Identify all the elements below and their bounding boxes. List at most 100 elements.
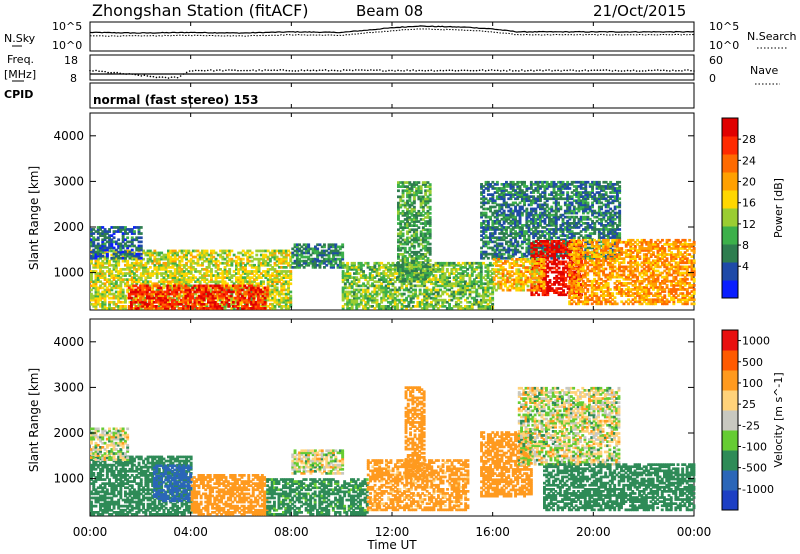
heat-cell bbox=[185, 249, 188, 253]
heat-cell bbox=[408, 205, 412, 209]
heat-cell bbox=[389, 302, 393, 306]
heat-cell bbox=[418, 305, 422, 308]
heat-cell bbox=[399, 222, 403, 225]
heat-cell bbox=[480, 205, 483, 209]
heat-cell bbox=[525, 211, 529, 215]
heat-cell bbox=[424, 222, 428, 225]
heat-cell bbox=[498, 189, 502, 192]
heat-cell bbox=[275, 278, 279, 281]
heat-cell bbox=[397, 207, 400, 211]
heat-cell bbox=[516, 193, 520, 196]
nave-point bbox=[382, 70, 384, 72]
heat-cell bbox=[155, 266, 159, 269]
heat-cell bbox=[187, 284, 191, 288]
nave-point bbox=[623, 70, 626, 72]
heat-cell bbox=[173, 249, 177, 253]
heat-cell bbox=[211, 300, 215, 304]
heat-cell bbox=[210, 253, 213, 257]
heat-cell bbox=[289, 300, 293, 304]
heat-cell bbox=[259, 261, 263, 265]
heat-cell bbox=[428, 216, 432, 219]
heat-cell bbox=[498, 250, 502, 254]
heat-cell bbox=[350, 290, 354, 294]
heat-cell bbox=[357, 272, 361, 275]
noise-strip-frame bbox=[89, 21, 695, 52]
heat-cell bbox=[412, 228, 416, 232]
heat-cell bbox=[366, 298, 370, 302]
heat-cell bbox=[108, 240, 111, 244]
heat-cell bbox=[110, 253, 114, 257]
heat-cell bbox=[406, 238, 409, 242]
heat-cell bbox=[359, 292, 363, 296]
heat-cell bbox=[387, 280, 390, 284]
heat-cell bbox=[216, 272, 220, 275]
heat-cell bbox=[271, 280, 275, 284]
heat-cell bbox=[486, 286, 490, 290]
heat-cell bbox=[259, 263, 263, 267]
heat-cell bbox=[92, 298, 96, 302]
heat-cell bbox=[502, 201, 506, 205]
heat-cell bbox=[235, 272, 238, 275]
heat-cell bbox=[393, 298, 397, 302]
heat-cell bbox=[520, 228, 524, 231]
heat-cell bbox=[136, 292, 140, 296]
heat-cell bbox=[419, 234, 423, 238]
heat-cell bbox=[418, 300, 422, 304]
heat-cell bbox=[108, 236, 111, 240]
heat-cell bbox=[408, 212, 412, 215]
heat-cell bbox=[532, 219, 536, 223]
heat-cell bbox=[216, 302, 219, 306]
heat-cell bbox=[412, 250, 416, 254]
heat-cell bbox=[210, 290, 213, 294]
heat-cell bbox=[117, 256, 121, 260]
heat-cell bbox=[387, 305, 390, 308]
heat-cell bbox=[99, 294, 102, 298]
heat-cell bbox=[257, 261, 261, 265]
heat-cell bbox=[397, 185, 400, 188]
heat-cell bbox=[359, 288, 363, 292]
heat-cell bbox=[173, 270, 177, 273]
heat-cell bbox=[198, 305, 202, 308]
nave-point bbox=[176, 76, 179, 79]
heat-cell bbox=[154, 307, 158, 310]
nave-point bbox=[442, 69, 445, 72]
heat-cell bbox=[166, 288, 170, 292]
heat-cell bbox=[246, 249, 250, 253]
heat-cell bbox=[241, 266, 245, 269]
heat-cell bbox=[146, 261, 150, 265]
heat-cell bbox=[509, 215, 513, 219]
heat-cell bbox=[139, 232, 143, 235]
heat-cell bbox=[121, 288, 125, 292]
heat-cell bbox=[362, 298, 365, 302]
heat-cell bbox=[466, 288, 470, 292]
heat-cell bbox=[222, 290, 226, 294]
heat-cell bbox=[380, 272, 384, 275]
heat-cell bbox=[491, 195, 495, 198]
heat-cell bbox=[143, 298, 147, 302]
heat-cell bbox=[221, 272, 225, 275]
heat-cell bbox=[393, 305, 397, 308]
heat-cell bbox=[500, 205, 504, 209]
heat-cell bbox=[220, 288, 224, 292]
heat-cell bbox=[103, 248, 107, 252]
nave-point bbox=[370, 69, 372, 71]
heat-cell bbox=[259, 305, 263, 308]
heat-cell bbox=[419, 191, 423, 195]
heat-cell bbox=[464, 288, 467, 292]
heat-cell bbox=[271, 282, 275, 286]
heat-cell bbox=[232, 302, 236, 306]
heat-cell bbox=[495, 252, 499, 256]
nave-point bbox=[194, 69, 197, 72]
heat-cell bbox=[525, 238, 529, 242]
heat-cell bbox=[137, 305, 141, 308]
heat-cell bbox=[133, 272, 136, 275]
heat-cell bbox=[173, 276, 177, 279]
heat-cell bbox=[329, 266, 333, 269]
heat-cell bbox=[536, 250, 540, 254]
heat-cell bbox=[170, 307, 174, 310]
heat-cell bbox=[495, 228, 499, 231]
heat-cell bbox=[164, 296, 167, 300]
heat-cell bbox=[298, 261, 301, 265]
heat-cell bbox=[264, 305, 268, 308]
nave-point bbox=[336, 69, 339, 72]
